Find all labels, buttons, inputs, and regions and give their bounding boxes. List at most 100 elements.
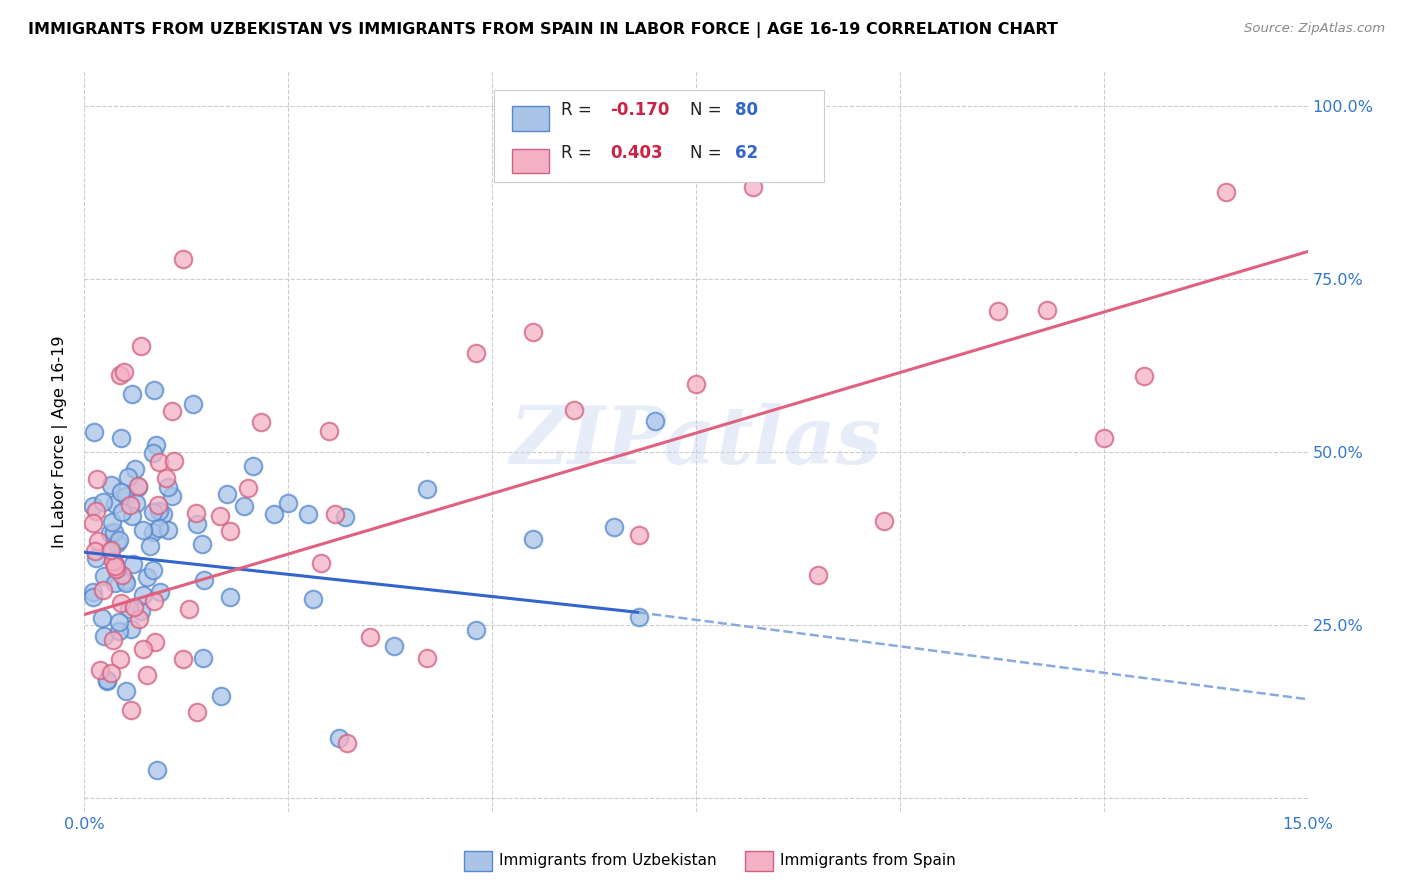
- Point: [100, 478, 122, 492]
- Point: [112, 365, 135, 379]
- Point: [162, 454, 184, 468]
- Point: [807, 568, 830, 582]
- Bar: [513, 149, 550, 173]
- Point: [145, 438, 167, 452]
- Point: [301, 592, 323, 607]
- Text: 0.403: 0.403: [610, 144, 664, 161]
- Point: [172, 252, 194, 266]
- Point: [93, 629, 115, 643]
- Point: [84, 550, 107, 565]
- Point: [238, 481, 260, 495]
- Point: [146, 499, 169, 513]
- Point: [142, 594, 165, 608]
- Point: [82, 590, 104, 604]
- Point: [84, 543, 107, 558]
- Point: [101, 632, 124, 647]
- Point: [142, 524, 165, 539]
- Point: [101, 554, 124, 568]
- Point: [318, 424, 340, 438]
- Point: [232, 499, 254, 513]
- Point: [177, 601, 200, 615]
- Point: [193, 573, 215, 587]
- Point: [98, 525, 121, 540]
- Point: [328, 731, 350, 745]
- Point: [103, 555, 125, 569]
- Point: [87, 534, 110, 549]
- Point: [148, 455, 170, 469]
- Point: [155, 471, 177, 485]
- Point: [184, 506, 207, 520]
- Point: [872, 514, 894, 528]
- Point: [309, 556, 332, 570]
- Point: [132, 588, 155, 602]
- Point: [208, 508, 231, 523]
- Point: [1215, 185, 1237, 199]
- Point: [83, 425, 105, 440]
- Point: [219, 524, 242, 539]
- Point: [186, 516, 208, 531]
- Point: [82, 585, 104, 599]
- Point: [103, 525, 125, 540]
- Point: [98, 544, 121, 558]
- Text: ZIPatlas: ZIPatlas: [510, 403, 882, 480]
- Point: [105, 561, 128, 575]
- Point: [1035, 302, 1057, 317]
- Point: [114, 574, 136, 588]
- Point: [82, 499, 104, 513]
- Point: [157, 523, 180, 537]
- Point: [131, 641, 153, 656]
- Point: [114, 684, 136, 698]
- Point: [128, 612, 150, 626]
- Point: [627, 528, 650, 542]
- Point: [464, 346, 486, 360]
- Point: [117, 470, 139, 484]
- Point: [1133, 369, 1156, 384]
- Point: [86, 473, 108, 487]
- Point: [135, 668, 157, 682]
- Point: [96, 673, 118, 688]
- Point: [82, 516, 104, 530]
- Point: [101, 515, 124, 529]
- Text: N =: N =: [690, 144, 727, 161]
- Point: [96, 673, 118, 687]
- Point: [143, 384, 166, 398]
- Point: [181, 397, 204, 411]
- Point: [111, 567, 134, 582]
- Point: [157, 480, 180, 494]
- Point: [125, 496, 148, 510]
- Text: R =: R =: [561, 144, 598, 161]
- Point: [104, 497, 127, 511]
- Point: [297, 508, 319, 522]
- Point: [562, 403, 585, 417]
- Point: [111, 505, 134, 519]
- Point: [129, 339, 152, 353]
- Point: [129, 604, 152, 618]
- Point: [93, 569, 115, 583]
- Point: [118, 602, 141, 616]
- Point: [107, 615, 129, 630]
- Point: [685, 376, 707, 391]
- Point: [416, 482, 439, 496]
- Point: [160, 403, 183, 417]
- Point: [209, 689, 232, 703]
- Point: [382, 640, 405, 654]
- Point: [100, 666, 122, 681]
- Point: [127, 480, 149, 494]
- Point: [115, 575, 138, 590]
- Point: [522, 325, 544, 339]
- Point: [627, 610, 650, 624]
- Point: [120, 703, 142, 717]
- Text: 80: 80: [735, 101, 758, 119]
- Point: [987, 303, 1010, 318]
- Point: [121, 387, 143, 401]
- Point: [139, 539, 162, 553]
- Text: Source: ZipAtlas.com: Source: ZipAtlas.com: [1244, 22, 1385, 36]
- Point: [104, 575, 127, 590]
- Bar: [513, 106, 550, 131]
- Point: [122, 557, 145, 571]
- Point: [110, 485, 132, 500]
- Text: R =: R =: [561, 101, 598, 119]
- Point: [249, 415, 271, 429]
- Text: N =: N =: [690, 101, 727, 119]
- Point: [105, 535, 128, 549]
